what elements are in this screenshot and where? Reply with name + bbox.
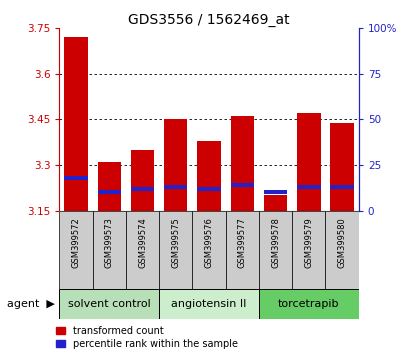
- Text: GSM399574: GSM399574: [138, 217, 147, 268]
- Text: GSM399578: GSM399578: [270, 217, 279, 268]
- Text: GSM399579: GSM399579: [303, 217, 312, 268]
- Bar: [225, 211, 258, 289]
- Bar: [258, 211, 292, 289]
- Text: GSM399577: GSM399577: [237, 217, 246, 268]
- Bar: [263, 190, 287, 194]
- Bar: [325, 211, 358, 289]
- Bar: [297, 185, 320, 189]
- Bar: [126, 211, 159, 289]
- Bar: [64, 176, 88, 180]
- Bar: [159, 289, 258, 319]
- Bar: [130, 150, 154, 211]
- Title: GDS3556 / 1562469_at: GDS3556 / 1562469_at: [128, 13, 289, 27]
- Bar: [258, 289, 358, 319]
- Bar: [297, 113, 320, 211]
- Bar: [164, 185, 187, 189]
- Bar: [192, 211, 225, 289]
- Legend: transformed count, percentile rank within the sample: transformed count, percentile rank withi…: [56, 326, 237, 349]
- Bar: [197, 141, 220, 211]
- Bar: [97, 162, 121, 211]
- Text: GSM399580: GSM399580: [337, 217, 346, 268]
- Text: GSM399576: GSM399576: [204, 217, 213, 268]
- Text: GSM399575: GSM399575: [171, 217, 180, 268]
- Bar: [64, 38, 88, 211]
- Text: solvent control: solvent control: [68, 298, 151, 309]
- Bar: [330, 122, 353, 211]
- Bar: [59, 211, 92, 289]
- Bar: [263, 195, 287, 211]
- Bar: [330, 185, 353, 189]
- Bar: [230, 116, 253, 211]
- Text: GSM399572: GSM399572: [72, 217, 81, 268]
- Text: agent  ▶: agent ▶: [7, 298, 55, 309]
- Bar: [130, 187, 154, 191]
- Bar: [197, 187, 220, 191]
- Bar: [159, 211, 192, 289]
- Bar: [59, 289, 159, 319]
- Bar: [230, 183, 253, 187]
- Bar: [292, 211, 325, 289]
- Bar: [97, 190, 121, 194]
- Bar: [164, 119, 187, 211]
- Text: torcetrapib: torcetrapib: [277, 298, 339, 309]
- Text: GSM399573: GSM399573: [105, 217, 114, 268]
- Text: angiotensin II: angiotensin II: [171, 298, 246, 309]
- Bar: [92, 211, 126, 289]
